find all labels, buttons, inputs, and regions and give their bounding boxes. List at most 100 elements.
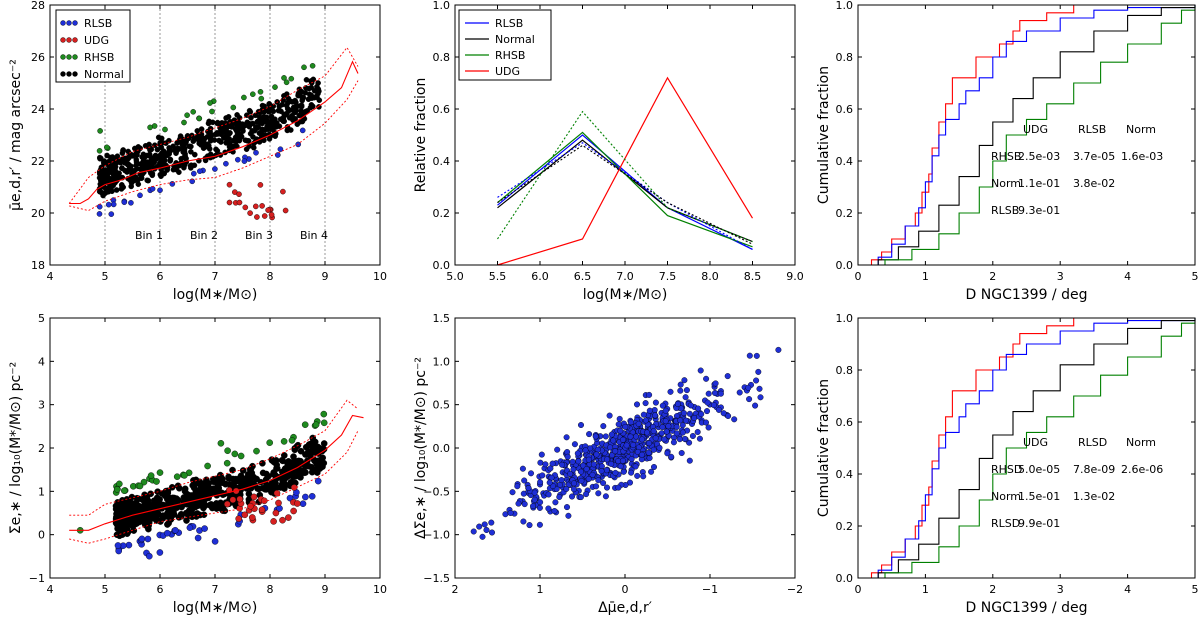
normal-point <box>163 140 169 146</box>
rhsb-point <box>181 472 188 479</box>
rlsb-point <box>212 166 218 172</box>
y-tick-label: 0.2 <box>836 520 854 533</box>
normal-point <box>117 159 124 166</box>
rlsb-point <box>277 146 284 152</box>
residual-point <box>659 402 666 409</box>
normal-point <box>181 149 188 156</box>
normal-point <box>188 162 195 168</box>
normal-point <box>118 511 126 519</box>
normal-point <box>135 181 142 187</box>
rhsb-point <box>309 63 316 69</box>
normal-point <box>154 496 162 503</box>
residual-point <box>598 468 605 475</box>
normal-point <box>119 165 125 171</box>
y-tick-label: 0.0 <box>433 442 451 455</box>
residual-point <box>470 528 477 535</box>
residual-point <box>679 422 686 429</box>
rlsb-point <box>163 529 171 537</box>
rhsb-point <box>113 486 121 493</box>
cdf-rhsb <box>858 5 1196 266</box>
rlsb-point <box>201 525 208 532</box>
residual-point <box>595 490 602 497</box>
residual-point <box>583 466 590 473</box>
residual-point <box>586 431 593 438</box>
rhsb-point <box>288 75 295 82</box>
rhsb-point <box>147 472 155 479</box>
rhsb-point <box>204 462 211 470</box>
x-axis-label: Δμ̄e,d,r′ <box>598 600 652 616</box>
residual-point <box>712 390 719 397</box>
y-tick-label: 1.0 <box>836 312 854 325</box>
residual-point <box>752 402 759 409</box>
residual-point <box>542 461 549 468</box>
y-tick-label: 2 <box>38 442 45 455</box>
rhsb-point <box>230 104 237 111</box>
normal-point <box>204 133 211 140</box>
udg-point <box>236 199 243 206</box>
residual-point <box>635 420 642 427</box>
normal-point <box>158 150 165 157</box>
residual-point <box>538 451 545 458</box>
residual-point <box>525 485 532 492</box>
table-cell: 5.0e-05 <box>1018 463 1060 476</box>
residual-point <box>681 435 688 442</box>
residual-point <box>620 468 627 475</box>
table-row-label: RLSD <box>991 517 1020 530</box>
udg-point <box>236 191 242 197</box>
residual-point <box>753 377 760 384</box>
residual-point <box>559 461 566 468</box>
residual-point <box>674 401 681 408</box>
normal-point <box>109 154 116 160</box>
residual-point <box>753 352 760 359</box>
residual-point <box>644 429 651 436</box>
rlsb-point <box>110 201 117 208</box>
rhsb-point <box>249 91 256 97</box>
table-header: RLSD <box>1078 436 1107 449</box>
rhsb-point <box>97 128 103 134</box>
udg-point <box>226 181 233 188</box>
residual-point <box>585 476 592 483</box>
udg-point <box>282 207 289 214</box>
x-axis-label: D NGC1399 / deg <box>966 287 1088 303</box>
normal-point <box>161 492 169 500</box>
normal-point <box>253 475 260 483</box>
residual-point <box>619 457 626 464</box>
residual-point <box>575 458 582 465</box>
normal-point <box>294 121 301 127</box>
rlsb-point <box>157 187 163 193</box>
normal-point <box>158 173 164 179</box>
y-tick-label: 1.0 <box>433 355 451 368</box>
residual-point <box>650 446 657 453</box>
residual-point <box>603 467 610 474</box>
normal-point <box>148 511 156 519</box>
cdf-rlsb <box>858 318 1196 579</box>
residual-point <box>610 437 617 444</box>
udg-point <box>270 518 277 525</box>
normal-point <box>124 508 132 516</box>
normal-point <box>206 118 212 125</box>
udg-point <box>280 188 286 195</box>
legend-label: Normal <box>495 33 535 46</box>
cdf-normal <box>858 5 1196 266</box>
table-header: UDG <box>1023 436 1048 449</box>
x-tick-label: 6.0 <box>531 270 549 283</box>
residual-point <box>479 533 486 540</box>
x-tick-label: 8 <box>267 270 274 283</box>
udg-point <box>268 211 275 218</box>
panel-surface-brightness: Bin 1 Bin 2 Bin 3 Bin 4 4 5 6 7 8 9 10 18 20 22 24 26 28… <box>8 0 387 303</box>
y-tick-label: 0.6 <box>836 416 854 429</box>
residual-point <box>662 418 669 425</box>
table-header: RLSB <box>1078 123 1106 136</box>
normal-point <box>157 518 164 525</box>
normal-point <box>247 109 254 115</box>
residual-point <box>552 499 559 506</box>
residual-point <box>650 428 657 435</box>
residual-point <box>670 439 677 446</box>
residual-point <box>720 410 727 417</box>
residual-point <box>686 457 693 464</box>
residual-point <box>673 424 680 431</box>
residual-point <box>634 472 641 479</box>
normal-point <box>106 166 113 173</box>
normal-point <box>211 137 218 143</box>
normal-point <box>319 454 327 462</box>
